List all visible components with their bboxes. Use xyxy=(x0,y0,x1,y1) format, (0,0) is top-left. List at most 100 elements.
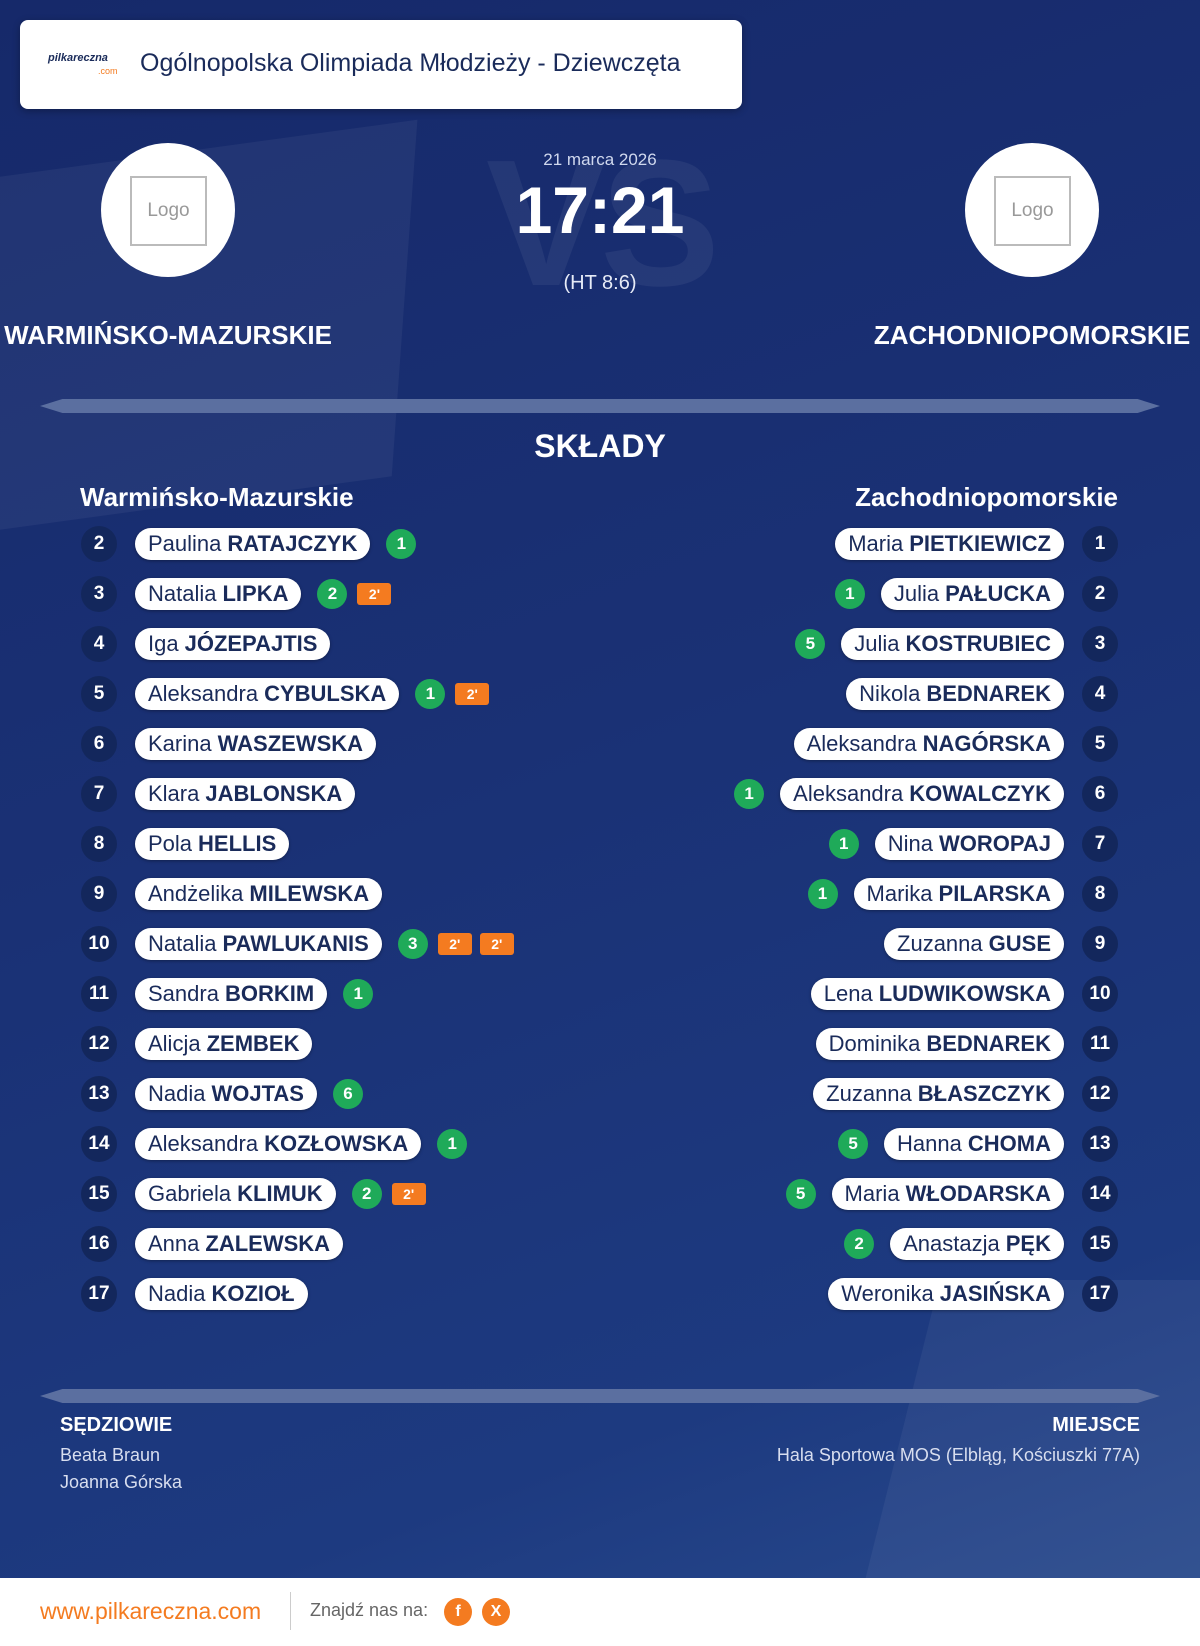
last-name: CYBULSKA xyxy=(264,681,387,706)
last-name: PIETKIEWICZ xyxy=(909,531,1051,556)
player-number: 8 xyxy=(1082,876,1118,912)
player-name: Hanna CHOMA xyxy=(884,1128,1064,1160)
section-title: SKŁADY xyxy=(534,428,666,464)
player-name: Nina WOROPAJ xyxy=(874,828,1064,860)
player-number: 13 xyxy=(1082,1126,1118,1162)
first-name: Klara xyxy=(148,781,200,806)
player-number: 13 xyxy=(81,1076,117,1112)
player-number: 4 xyxy=(81,626,117,662)
match-date: 21 marca 2026 xyxy=(543,150,657,169)
score: 17:21 xyxy=(515,173,685,247)
player-number: 17 xyxy=(1082,1276,1118,1312)
player-number: 6 xyxy=(1082,776,1118,812)
player-row: 8 Marika PILARSKA 1 xyxy=(807,876,1118,912)
last-name: BŁASZCZYK xyxy=(917,1081,1051,1106)
player-number: 2 xyxy=(81,526,117,562)
goals-badge: 1 xyxy=(807,879,838,909)
team-name: WARMIŃSKO-MAZURSKIE xyxy=(4,320,332,350)
player-row: 11 Dominika BEDNAREK xyxy=(815,1026,1118,1062)
follow-label: Znajdź nas na: xyxy=(310,1600,429,1620)
first-name: Zuzanna xyxy=(826,1081,912,1106)
player-name: Karina WASZEWSKA xyxy=(135,728,377,760)
player-row: 8 Pola HELLIS xyxy=(81,826,290,862)
last-name: LUDWIKOWSKA xyxy=(878,981,1051,1006)
last-name: WOROPAJ xyxy=(938,831,1051,856)
goals-badge: 1 xyxy=(386,529,417,559)
suspension-badge: 2' xyxy=(357,583,392,605)
website-link[interactable]: www.pilkareczna.com xyxy=(40,1598,262,1624)
player-row: 9 Andżelika MILEWSKA xyxy=(81,876,383,912)
player-name: Weronika JASIŃSKA xyxy=(828,1278,1064,1310)
player-number: 17 xyxy=(81,1276,117,1312)
last-name: HELLIS xyxy=(198,831,277,856)
last-name: LIPKA xyxy=(222,581,289,606)
first-name: Hanna xyxy=(897,1131,962,1156)
official: Beata Braun xyxy=(60,1445,161,1465)
goals-badge: 1 xyxy=(828,829,859,859)
official: Joanna Górska xyxy=(60,1472,183,1492)
player-name: Maria PIETKIEWICZ xyxy=(835,528,1064,560)
player-name: Aleksandra KOWALCZYK xyxy=(780,778,1064,810)
player-number: 16 xyxy=(81,1226,117,1262)
goals-badge: 2 xyxy=(844,1229,875,1259)
first-name: Nadia xyxy=(148,1281,206,1306)
brand: pilkareczna xyxy=(48,52,108,64)
bg-shape xyxy=(860,1280,1200,1600)
goals-badge: 1 xyxy=(834,579,865,609)
first-name: Maria xyxy=(844,1181,900,1206)
goals-badge: 1 xyxy=(734,779,765,809)
logo-placeholder: Logo xyxy=(130,176,207,246)
suspension-badge: 2' xyxy=(455,683,490,705)
last-name: RATAJCZYK xyxy=(227,531,358,556)
last-name: JÓZEPAJTIS xyxy=(184,631,318,656)
social-icon[interactable]: X xyxy=(482,1598,510,1626)
last-name: PAWLUKANIS xyxy=(222,931,369,956)
player-row: 13 Nadia WOJTAS 6 xyxy=(81,1076,363,1112)
player-row: 3 Natalia LIPKA 2 2' xyxy=(81,576,392,612)
logo-placeholder: Logo xyxy=(994,176,1071,246)
player-name: Aleksandra CYBULSKA xyxy=(135,678,400,710)
social-icon[interactable]: f xyxy=(444,1598,472,1626)
player-name: Pola HELLIS xyxy=(135,828,290,860)
player-row: 6 Karina WASZEWSKA xyxy=(81,726,377,762)
last-name: GUSE xyxy=(988,931,1051,956)
last-name: KLIMUK xyxy=(237,1181,323,1206)
last-name: PILARSKA xyxy=(938,881,1051,906)
first-name: Karina xyxy=(148,731,212,756)
player-row: 3 Julia KOSTRUBIEC 5 xyxy=(795,626,1118,662)
first-name: Pola xyxy=(148,831,193,856)
team-logo: Logo xyxy=(101,143,235,277)
player-number: 12 xyxy=(81,1026,117,1062)
last-name: ZEMBEK xyxy=(206,1031,300,1056)
player-name: Sandra BORKIM xyxy=(135,978,328,1010)
last-name: NAGÓRSKA xyxy=(922,731,1051,756)
player-row: 17 Nadia KOZIOŁ xyxy=(81,1276,308,1312)
last-name: WASZEWSKA xyxy=(217,731,364,756)
last-name: CHOMA xyxy=(967,1131,1051,1156)
player-number: 15 xyxy=(81,1176,117,1212)
vs-watermark: VS xyxy=(485,123,720,324)
player-row: 5 Aleksandra NAGÓRSKA xyxy=(793,726,1118,762)
lineup-team: Zachodniopomorskie xyxy=(855,482,1118,512)
player-number: 14 xyxy=(81,1126,117,1162)
last-name: ZALEWSKA xyxy=(205,1231,331,1256)
player-name: Aleksandra KOZŁOWSKA xyxy=(135,1128,422,1160)
player-name: Nikola BEDNAREK xyxy=(846,678,1064,710)
player-number: 5 xyxy=(1082,726,1118,762)
player-row: 7 Klara JABLONSKA xyxy=(81,776,356,812)
first-name: Nadia xyxy=(148,1081,206,1106)
player-number: 11 xyxy=(81,976,117,1012)
last-name: KOZŁOWSKA xyxy=(264,1131,409,1156)
player-name: Zuzanna BŁASZCZYK xyxy=(813,1078,1064,1110)
goals-badge: 2 xyxy=(317,579,348,609)
first-name: Natalia xyxy=(148,581,217,606)
player-row: 14 Aleksandra KOZŁOWSKA 1 xyxy=(81,1126,468,1162)
first-name: Julia xyxy=(854,631,900,656)
player-row: 4 Iga JÓZEPAJTIS xyxy=(81,626,331,662)
player-number: 14 xyxy=(1082,1176,1118,1212)
team-logo: Logo xyxy=(965,143,1099,277)
first-name: Dominika xyxy=(828,1031,921,1056)
player-row: 12 Alicja ZEMBEK xyxy=(81,1026,313,1062)
first-name: Marika xyxy=(866,881,933,906)
suspension-badge: 2' xyxy=(437,933,472,955)
